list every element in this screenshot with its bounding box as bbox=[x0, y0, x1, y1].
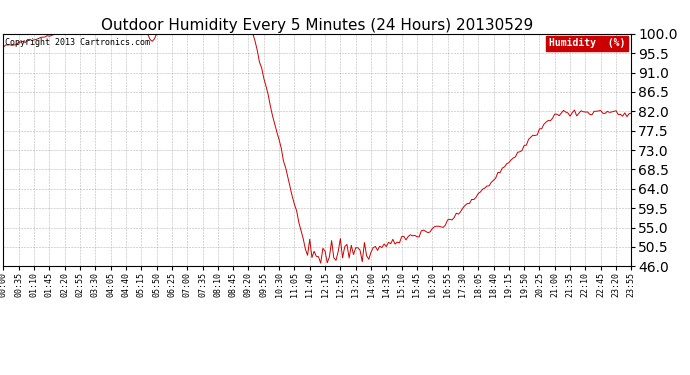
Title: Outdoor Humidity Every 5 Minutes (24 Hours) 20130529: Outdoor Humidity Every 5 Minutes (24 Hou… bbox=[101, 18, 533, 33]
Text: Copyright 2013 Cartronics.com: Copyright 2013 Cartronics.com bbox=[5, 38, 150, 47]
Text: Humidity  (%): Humidity (%) bbox=[549, 38, 625, 48]
